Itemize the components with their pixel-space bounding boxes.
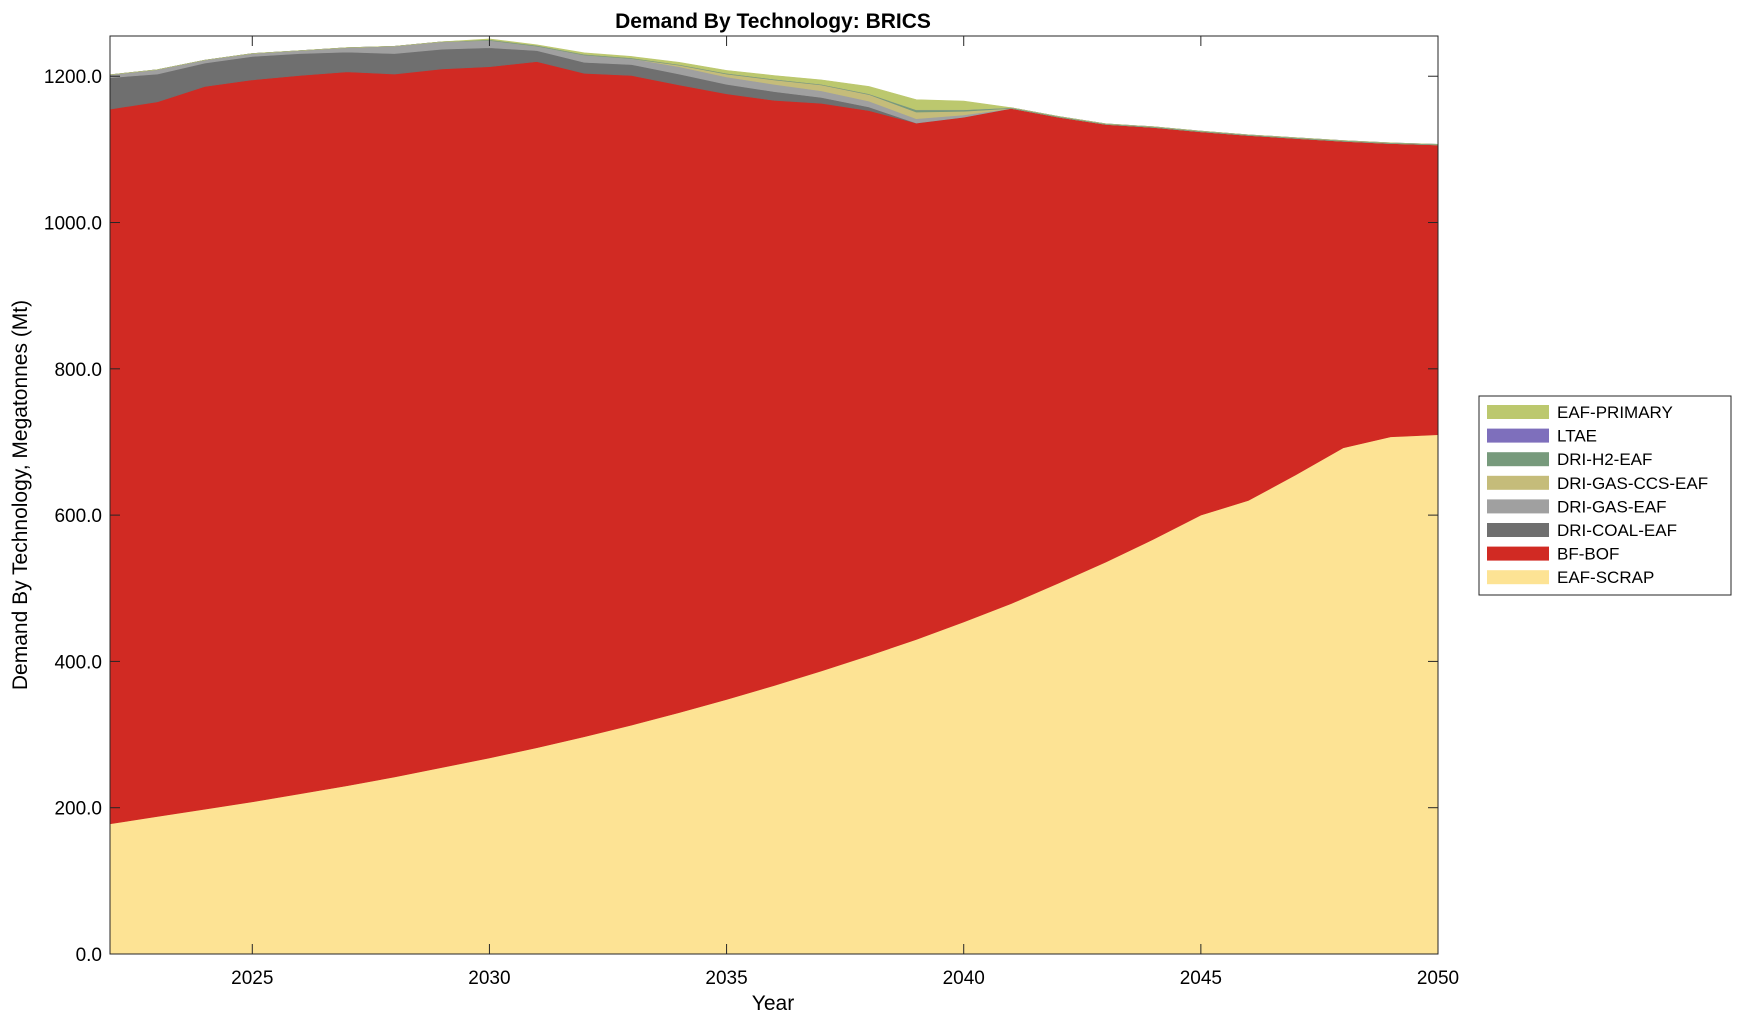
legend-swatch-ltae — [1487, 428, 1549, 443]
plot-frame — [109, 35, 1439, 955]
x-tick-label: 2040 — [943, 968, 985, 989]
x-axis-label: Year — [752, 992, 794, 1015]
legend-swatch-bf-bof — [1487, 546, 1549, 561]
legend-label-dri-gas-ccs-eaf: DRI-GAS-CCS-EAF — [1557, 474, 1708, 493]
legend-label-dri-h2-eaf: DRI-H2-EAF — [1557, 450, 1652, 469]
y-tick-label: 1200.0 — [44, 67, 102, 88]
legend-label-eaf-scrap: EAF-SCRAP — [1557, 568, 1654, 587]
legend-label-eaf-primary: EAF-PRIMARY — [1557, 403, 1673, 422]
y-axis-label: Demand By Technology, Megatonnes (Mt) — [9, 300, 32, 690]
y-tick-label: 1000.0 — [44, 214, 102, 235]
legend-box — [1478, 395, 1732, 596]
chart-title: Demand By Technology: BRICS — [615, 10, 931, 33]
x-tick-label: 2050 — [1417, 968, 1459, 989]
x-tick-label: 2035 — [705, 968, 747, 989]
legend-label-bf-bof: BF-BOF — [1557, 545, 1619, 564]
legend: EAF-PRIMARY LTAE DRI-H2-EAF DRI-GAS-CCS-EAF… — [1478, 395, 1732, 596]
legend-swatch-dri-gas-eaf — [1487, 499, 1549, 514]
y-tick-label: 200.0 — [54, 799, 102, 820]
y-tick-label: 400.0 — [54, 652, 102, 673]
area-series-group — [109, 38, 1439, 955]
legend-swatch-eaf-scrap — [1487, 570, 1549, 585]
legend-label-ltae: LTAE — [1557, 427, 1597, 446]
legend-label-dri-coal-eaf: DRI-COAL-EAF — [1557, 521, 1677, 540]
y-tick-label: 0.0 — [76, 945, 102, 966]
legend-swatch-dri-gas-ccs-eaf — [1487, 475, 1549, 490]
legend-label-dri-gas-eaf: DRI-GAS-EAF — [1557, 497, 1667, 516]
x-axis-ticks: 2025 2030 2035 2040 2045 2050 — [231, 36, 1459, 989]
legend-swatch-eaf-primary — [1487, 405, 1549, 419]
x-tick-label: 2030 — [468, 968, 510, 989]
legend-swatch-dri-h2-eaf — [1487, 452, 1549, 467]
y-tick-label: 600.0 — [54, 506, 102, 527]
y-axis-ticks: 0.0 200.0 400.0 600.0 800.0 1000.0 1200.0 — [44, 67, 1438, 966]
y-tick-label: 800.0 — [54, 360, 102, 381]
x-tick-label: 2045 — [1180, 968, 1222, 989]
legend-swatch-dri-coal-eaf — [1487, 523, 1549, 537]
x-tick-label: 2025 — [231, 968, 273, 989]
